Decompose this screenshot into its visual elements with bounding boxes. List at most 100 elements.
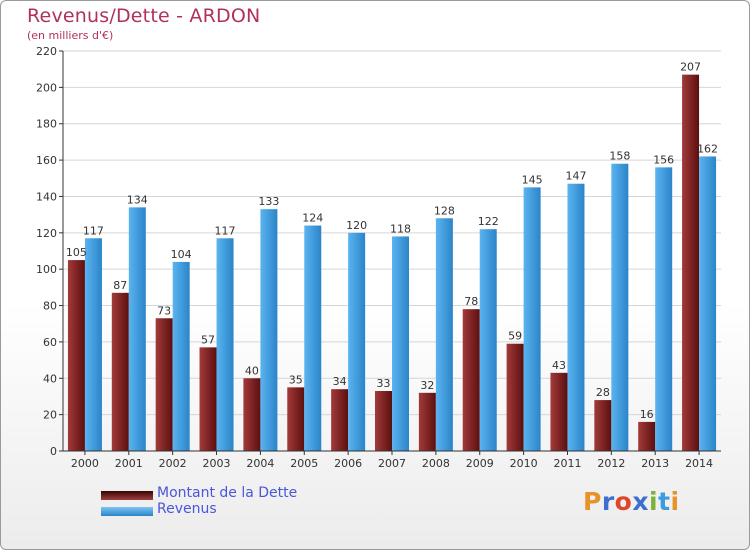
logo-letter: P — [583, 487, 602, 516]
data-label-dette: 16 — [640, 408, 654, 421]
y-tick-label: 180 — [36, 118, 57, 131]
data-label-dette: 34 — [333, 375, 347, 388]
bar-revenus — [479, 229, 497, 451]
bar-dette — [67, 260, 85, 451]
legend-swatch-revenus — [101, 507, 153, 516]
bar-dette — [682, 74, 700, 452]
data-label-revenus: 104 — [171, 248, 192, 261]
data-label-dette: 32 — [420, 379, 434, 392]
data-label-dette: 87 — [113, 279, 127, 292]
data-label-revenus: 145 — [522, 173, 543, 186]
axis-layer: 0 20 40 60 80 100 120 140 160 180 200 220 2000 2001 20… — [36, 45, 721, 470]
x-tick-label: 2003 — [203, 457, 231, 470]
data-label-revenus: 156 — [653, 153, 674, 166]
bar-dette — [155, 318, 173, 451]
bar-dette — [550, 372, 568, 451]
data-label-dette: 207 — [680, 61, 701, 74]
data-label-revenus: 147 — [565, 170, 586, 183]
x-tick-label: 2012 — [597, 457, 625, 470]
y-tick-label: 60 — [43, 336, 57, 349]
y-tick-label: 100 — [36, 263, 57, 276]
bar-revenus — [699, 156, 717, 452]
data-label-revenus: 133 — [258, 195, 279, 208]
x-tick-label: 2000 — [71, 457, 99, 470]
bar-revenus — [523, 187, 541, 451]
y-tick-label: 40 — [43, 372, 57, 385]
y-tick-label: 0 — [50, 445, 57, 458]
x-tick-label: 2014 — [685, 457, 713, 470]
bar-dette — [506, 343, 524, 451]
x-tick-label: 2013 — [641, 457, 669, 470]
data-label-dette: 35 — [289, 373, 303, 386]
data-label-dette: 43 — [552, 359, 566, 372]
chart-subtitle: (en milliers d'€) — [27, 29, 114, 42]
x-tick-label: 2002 — [159, 457, 187, 470]
legend-swatch-dette — [101, 491, 153, 500]
bar-revenus — [392, 236, 409, 451]
data-label-revenus: 118 — [390, 222, 411, 235]
bar-dette — [111, 292, 129, 451]
data-label-revenus: 117 — [215, 224, 236, 237]
data-label-revenus: 124 — [302, 212, 323, 225]
data-label-revenus: 117 — [83, 224, 104, 237]
x-tick-label: 2001 — [115, 457, 143, 470]
logo-letter: i — [670, 487, 680, 516]
bar-revenus — [172, 261, 190, 451]
data-label-dette: 28 — [596, 386, 610, 399]
data-label-revenus: 128 — [434, 204, 455, 217]
x-tick-label: 2006 — [334, 457, 362, 470]
data-label-revenus: 120 — [346, 219, 367, 232]
labels-layer: 105 117 87 134 73 104 57 117 40 133 35 124 34 120 33 11… — [66, 61, 718, 421]
bar-revenus — [435, 218, 453, 451]
bar-revenus — [655, 167, 673, 451]
bar-revenus — [84, 238, 102, 451]
chart-title: Revenus/Dette - ARDON — [27, 5, 261, 27]
data-label-dette: 78 — [464, 295, 478, 308]
y-tick-label: 80 — [43, 300, 57, 313]
bar-revenus — [216, 238, 234, 451]
data-label-revenus: 122 — [478, 215, 499, 228]
bar-revenus — [348, 232, 366, 451]
data-label-dette: 73 — [157, 304, 171, 317]
y-tick-label: 220 — [36, 45, 57, 58]
x-tick-label: 2009 — [466, 457, 494, 470]
data-label-dette: 59 — [508, 330, 522, 343]
data-label-dette: 57 — [201, 333, 215, 346]
data-label-revenus: 158 — [609, 150, 630, 163]
bar-dette — [638, 421, 656, 451]
bar-dette — [331, 389, 349, 451]
bar-revenus — [128, 207, 146, 451]
data-label-revenus: 134 — [127, 193, 148, 206]
bar-revenus — [260, 209, 278, 451]
x-tick-label: 2004 — [246, 457, 274, 470]
x-tick-label: 2011 — [553, 457, 581, 470]
data-label-dette: 33 — [377, 377, 391, 390]
bar-dette — [287, 387, 305, 451]
bar-dette — [375, 391, 392, 451]
logo-letter: t — [658, 487, 671, 516]
logo-letter: x — [632, 487, 649, 516]
logo-letter: o — [614, 487, 633, 516]
bar-dette — [199, 347, 217, 451]
proxiti-logo: Proxiti — [583, 487, 680, 516]
bars-layer — [67, 74, 717, 452]
logo-letter: r — [601, 487, 615, 516]
y-tick-label: 140 — [36, 190, 57, 203]
bar-dette — [462, 309, 480, 451]
x-tick-label: 2005 — [290, 457, 318, 470]
legend-label-revenus: Revenus — [157, 501, 217, 517]
legend-label-dette: Montant de la Dette — [157, 485, 298, 501]
data-label-revenus: 162 — [697, 142, 718, 155]
y-tick-label: 160 — [36, 154, 57, 167]
data-label-dette: 105 — [66, 246, 87, 259]
bar-dette — [418, 392, 436, 451]
bar-revenus — [567, 183, 585, 451]
x-tick-label: 2007 — [378, 457, 406, 470]
bar-dette — [594, 400, 612, 451]
data-label-dette: 40 — [245, 364, 259, 377]
bar-revenus — [304, 225, 322, 451]
x-tick-label: 2008 — [422, 457, 450, 470]
y-tick-label: 120 — [36, 227, 57, 240]
